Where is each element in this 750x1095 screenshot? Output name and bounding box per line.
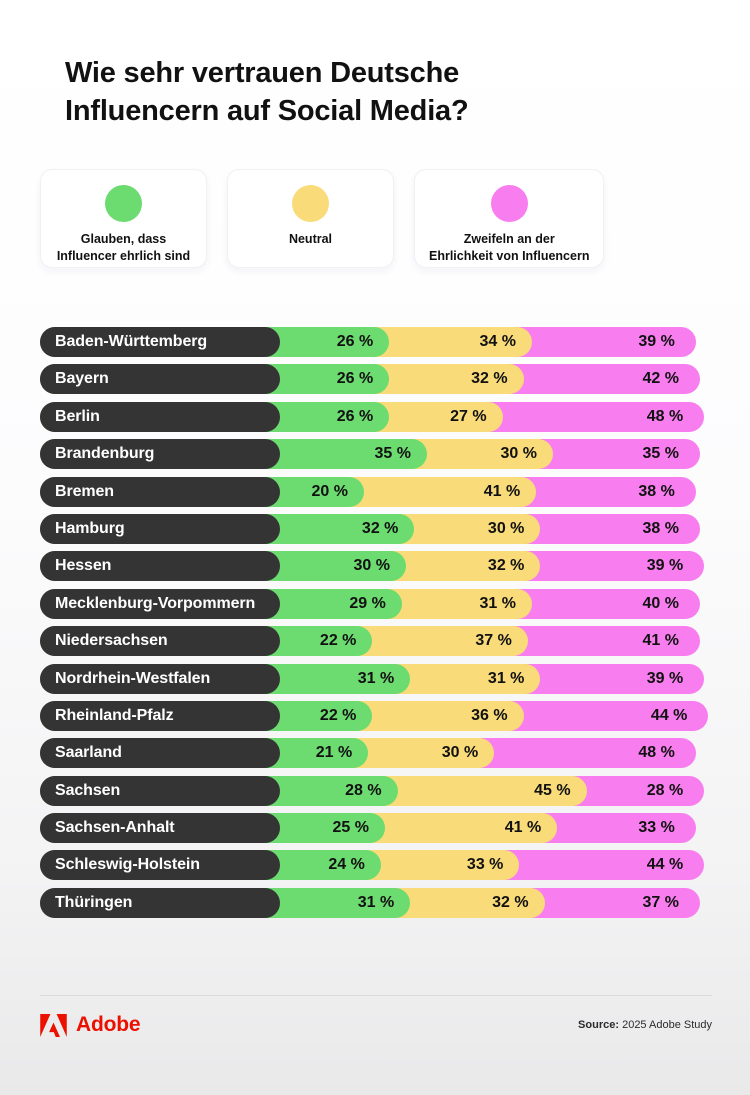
state-row: Mecklenburg-Vorpommern 29 % 31 % 40 % [40,588,712,619]
state-label: Baden-Württemberg [40,327,280,357]
bars: Baden-Württemberg 26 % 34 % 39 % Bayern 26 % 3… [40,327,712,918]
adobe-logo: Adobe [40,1013,141,1037]
source-label: Source: [578,1019,620,1031]
adobe-wordmark: Adobe [76,1013,141,1036]
state-row: Brandenburg 35 % 30 % 35 % [40,439,712,470]
page-title-line1: Wie sehr vertrauen Deutsche [65,57,460,89]
source-value: 2025 Adobe Study [622,1019,712,1031]
state-row: Baden-Württemberg 26 % 34 % 39 % [40,327,712,357]
legend-card-2: Zweifeln an der Ehrlichkeit von Influence… [414,169,605,268]
state-row: Bayern 26 % 32 % 42 % [40,364,712,395]
state-label: Nordrhein-Westfalen [40,663,280,694]
legend-label: Glauben, dass Influencer ehrlich sind [56,232,191,263]
state-row: Nordrhein-Westfalen 31 % 31 % 39 % [40,663,712,694]
state-row: Rheinland-Pfalz 22 % 36 % 44 % [40,700,712,731]
state-label: Brandenburg [40,439,280,470]
state-label: Berlin [40,401,280,432]
legend-card-0: Glauben, dass Influencer ehrlich sind [40,169,207,268]
state-row: Schleswig-Holstein 24 % 33 % 44 % [40,850,712,881]
adobe-logo-icon [40,1013,67,1037]
state-label: Sachsen [40,775,280,806]
legend-label: Zweifeln an der Ehrlichkeit von Influence… [429,232,590,263]
state-row: Hamburg 32 % 30 % 38 % [40,513,712,544]
legend-dot-icon [105,185,142,222]
state-row: Bremen 20 % 41 % 38 % [40,476,712,507]
state-label: Mecklenburg-Vorpommern [40,588,280,619]
legend-dot-icon [490,185,528,222]
page-title-line2: Influencern auf Social Media? [65,94,469,127]
footer: Adobe Source: 2025 Adobe Study [40,995,712,1037]
state-row: Sachsen-Anhalt 25 % 41 % 33 % [40,813,712,844]
state-row: Saarland 21 % 30 % 48 % [40,738,712,769]
page-title: Wie sehr vertrauen Deutsche Influencern a… [65,55,469,130]
state-label: Bayern [40,364,280,395]
state-row: Sachsen 28 % 45 % 28 % [40,775,712,806]
state-label: Schleswig-Holstein [40,850,280,881]
state-label: Bremen [40,476,280,507]
state-label: Thüringen [40,887,280,918]
state-label: Rheinland-Pfalz [40,700,280,731]
state-label: Saarland [40,738,280,769]
legend-dot-icon [292,185,329,222]
legend: Glauben, dass Influencer ehrlich sind Neut… [40,169,605,268]
legend-card-1: Neutral [227,169,394,268]
state-row: Hessen 30 % 32 % 39 % [40,551,712,582]
state-row: Niedersachsen 22 % 37 % 41 % [40,626,712,657]
legend-label: Neutral [288,232,333,246]
state-row: Thüringen 31 % 32 % 37 % [40,887,712,918]
state-row: Berlin 26 % 27 % 48 % [40,401,712,432]
source-text: Source: 2025 Adobe Study [578,1019,712,1031]
state-label: Hamburg [40,513,280,544]
state-label: Sachsen-Anhalt [40,813,280,844]
state-label: Hessen [40,551,280,582]
state-label: Niedersachsen [40,626,280,657]
